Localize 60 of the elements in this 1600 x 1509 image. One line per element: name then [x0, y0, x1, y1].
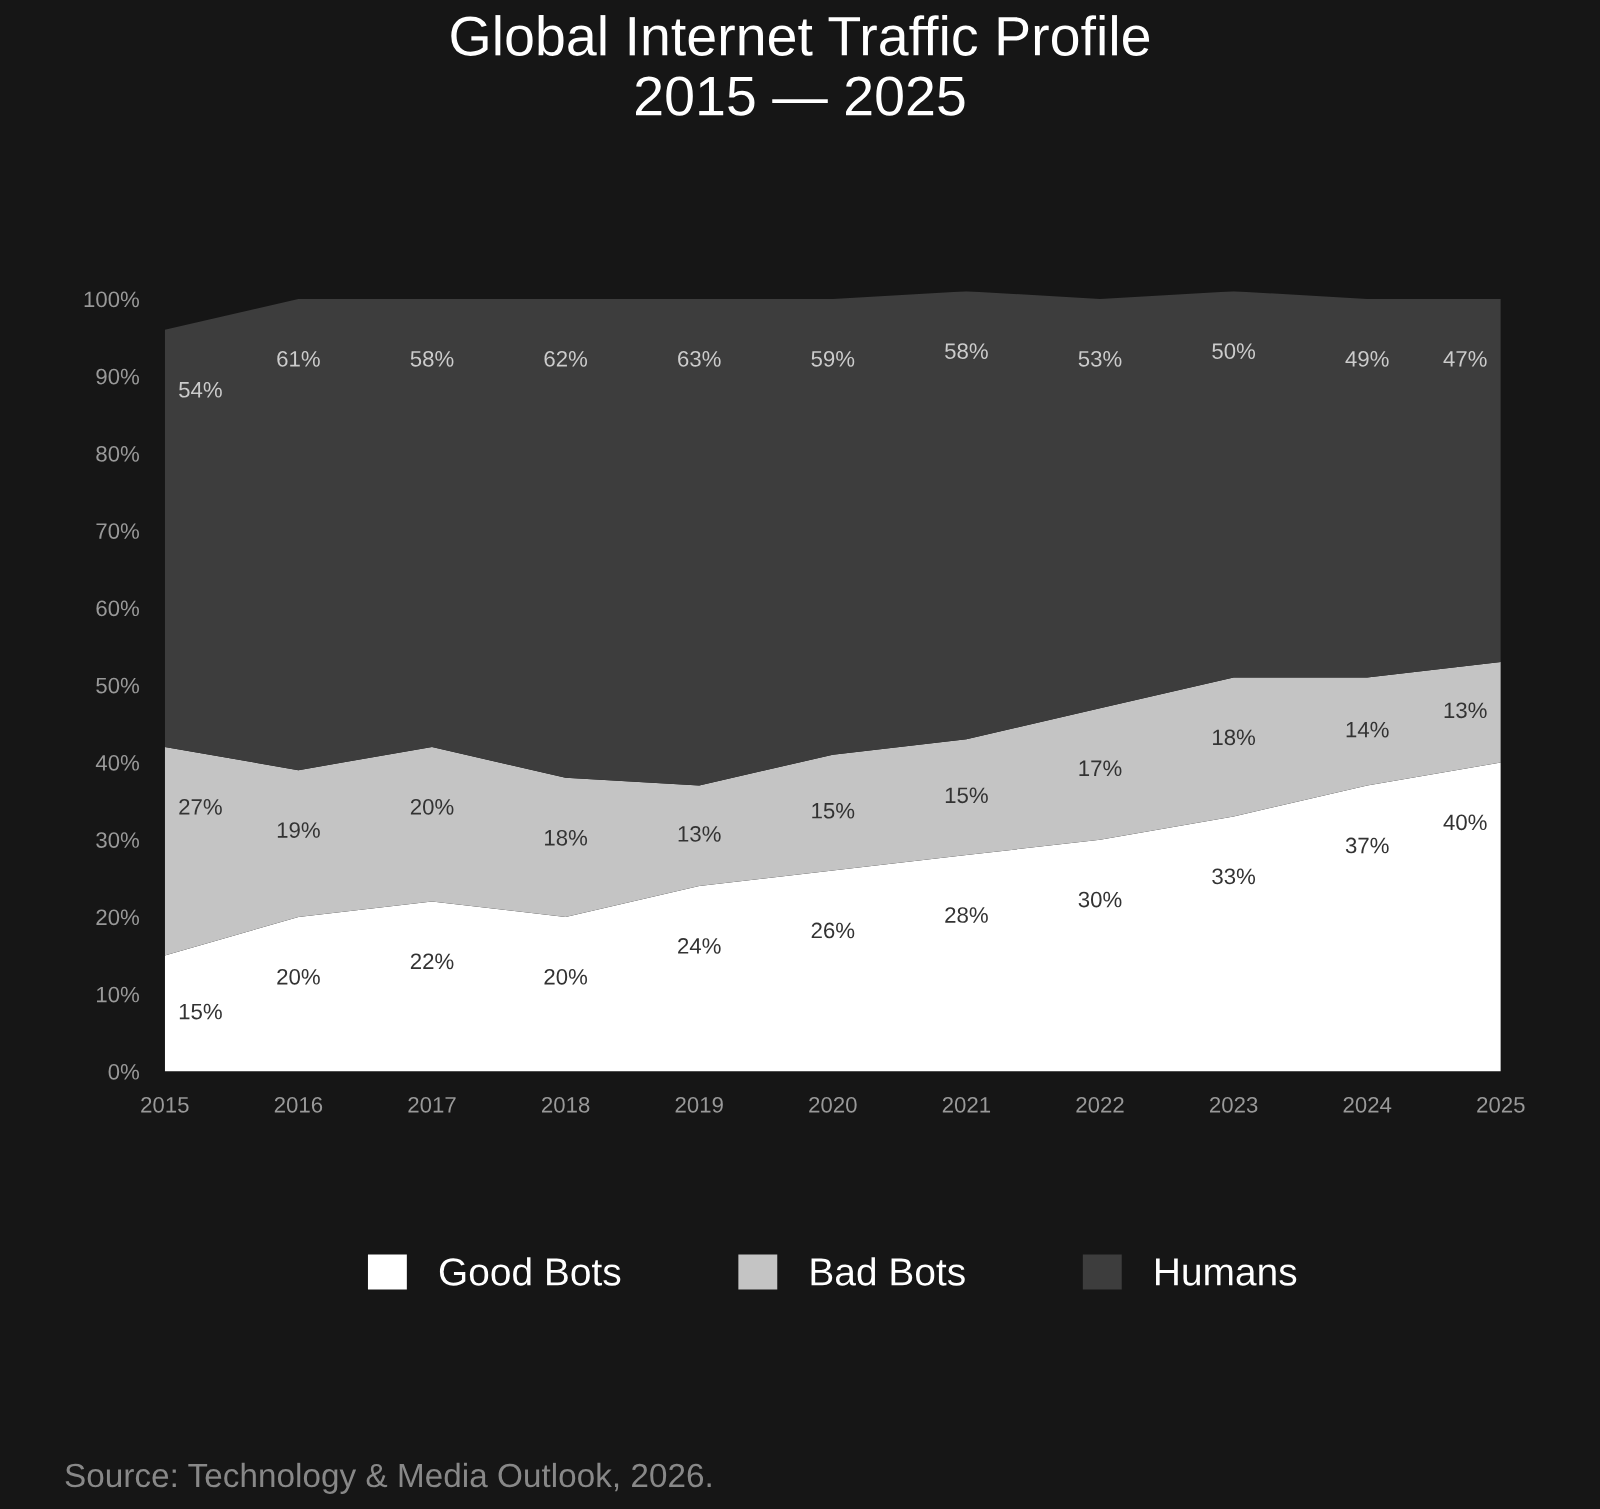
x-tick-label: 2020 — [809, 1096, 857, 1113]
data-label: 15% — [945, 787, 988, 804]
legend-label: Bad Bots — [811, 1257, 965, 1286]
y-tick-label: 50% — [96, 677, 140, 694]
x-tick-label: 2022 — [1076, 1096, 1124, 1113]
data-label: 20% — [410, 798, 454, 815]
y-tick-label: 40% — [95, 754, 140, 771]
data-label: 63% — [678, 350, 721, 367]
y-tick-label: 20% — [96, 909, 140, 926]
data-label: 62% — [544, 350, 588, 367]
data-label: 28% — [945, 907, 988, 923]
data-label: 19% — [277, 822, 320, 838]
y-tick-label: 100% — [84, 291, 140, 308]
data-label: 40% — [1443, 814, 1487, 831]
x-tick-label: 2016 — [274, 1096, 323, 1113]
y-tick-label: 60% — [96, 600, 140, 617]
data-label: 59% — [811, 350, 855, 367]
data-label: 22% — [410, 953, 454, 970]
data-label: 20% — [277, 968, 320, 985]
data-label: 20% — [544, 968, 588, 985]
data-label: 18% — [545, 829, 588, 846]
data-label: 54% — [179, 381, 222, 398]
y-tick-label: 70% — [96, 523, 140, 539]
data-label: 47% — [1443, 351, 1487, 367]
x-tick-label: 2024 — [1343, 1096, 1392, 1113]
y-tick-label: 0% — [108, 1063, 140, 1080]
data-label: 24% — [678, 938, 721, 954]
data-label: 58% — [945, 343, 988, 359]
x-tick-label: 2021 — [942, 1096, 991, 1113]
y-tick-label: 90% — [96, 368, 140, 385]
x-tick-label: 2018 — [542, 1096, 590, 1113]
legend-label: Good Bots — [439, 1257, 621, 1286]
data-label: 13% — [1444, 702, 1487, 719]
chart-title: Global Internet Traffic Profile 2015 — 2025 — [451, 15, 1150, 116]
data-label: 17% — [1079, 760, 1122, 777]
x-tick-label: 2023 — [1210, 1096, 1258, 1113]
data-label: 61% — [277, 350, 320, 367]
data-label: 30% — [1078, 891, 1122, 908]
x-tick-label: 2017 — [408, 1096, 456, 1113]
y-tick-label: 10% — [97, 986, 140, 1003]
data-label: 27% — [179, 798, 222, 815]
data-label: 26% — [811, 922, 855, 939]
y-tick-label: 80% — [96, 445, 140, 462]
data-label: 14% — [1346, 721, 1389, 738]
data-label: 50% — [1212, 343, 1256, 359]
data-label: 58% — [410, 350, 454, 367]
data-label: 15% — [179, 1003, 222, 1020]
data-label: 13% — [678, 826, 721, 842]
data-label: 33% — [1212, 868, 1256, 885]
x-tick-label: 2019 — [675, 1096, 723, 1113]
y-tick-label: 30% — [96, 832, 140, 848]
data-label: 15% — [812, 802, 855, 819]
data-label: 18% — [1213, 729, 1256, 746]
data-label: 37% — [1345, 837, 1389, 854]
data-label: 53% — [1078, 350, 1122, 367]
legend-label: Humans — [1156, 1258, 1297, 1286]
x-tick-label: 2015 — [141, 1096, 189, 1113]
data-label: 49% — [1345, 350, 1389, 367]
source-note: Source: Technology & Media Outlook, 2026. — [65, 1462, 711, 1494]
x-tick-label: 2025 — [1477, 1096, 1525, 1113]
